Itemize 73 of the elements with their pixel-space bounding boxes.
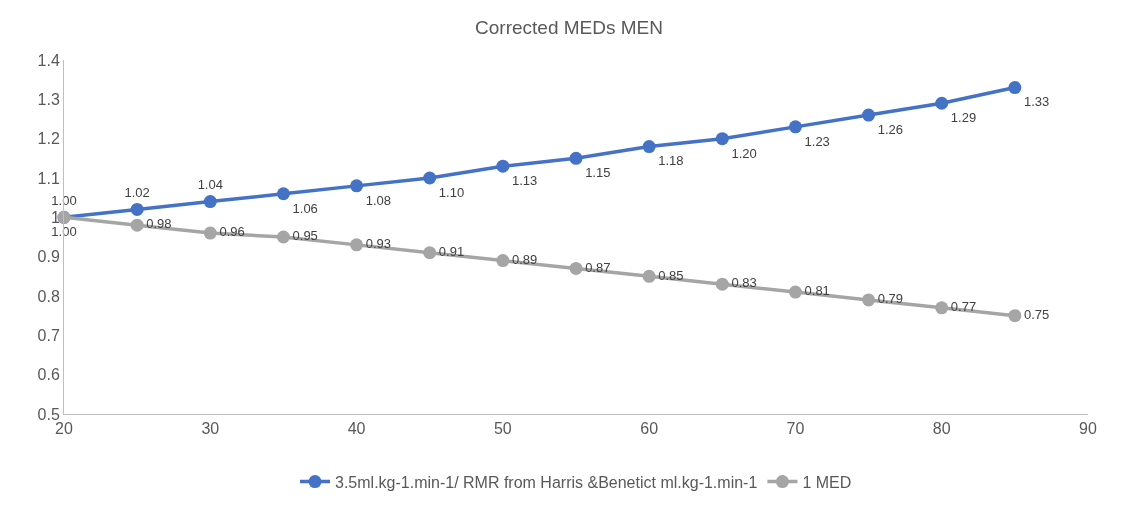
x-tick-label: 70	[786, 420, 805, 438]
point	[350, 179, 364, 193]
data-label: 1.18	[658, 153, 684, 169]
point	[130, 202, 144, 216]
y-tick-label: 1.3	[37, 90, 60, 108]
data-label: 0.79	[877, 291, 904, 307]
point	[715, 277, 729, 291]
point	[862, 108, 876, 122]
legend-label: 3.5ml.kg-1.min-1/ RMR from Harris &Benetict ml.kg-1.min-1	[335, 473, 758, 491]
point	[569, 151, 583, 165]
data-label: 0.91	[438, 243, 465, 259]
data-label: 0.77	[950, 299, 977, 315]
point	[203, 195, 217, 209]
x-tick-label: 40	[347, 420, 366, 438]
point	[788, 285, 802, 299]
data-label: 1.26	[877, 121, 904, 137]
data-label: 1.06	[292, 200, 318, 216]
data-label: 0.95	[292, 228, 318, 244]
data-label: 0.87	[585, 259, 611, 275]
data-label: 1.10	[438, 184, 465, 200]
data-label: 1.13	[511, 173, 538, 189]
data-label: 0.85	[658, 267, 684, 283]
data-label: 0.83	[731, 275, 757, 291]
point	[1008, 81, 1022, 95]
y-tick-label: 0.6	[37, 366, 60, 384]
x-tick-label: 80	[932, 420, 951, 438]
y-tick-label: 0.5	[37, 405, 60, 423]
data-label: 1.15	[585, 165, 611, 181]
data-label: 0.93	[365, 236, 392, 252]
point	[496, 254, 510, 268]
data-label: 1.29	[950, 110, 977, 126]
y-tick-label: 0.8	[37, 287, 60, 305]
point	[788, 120, 802, 134]
y-tick-label: 0.9	[37, 248, 60, 266]
data-label: 1.33	[1023, 94, 1050, 110]
x-tick-label: 20	[55, 420, 73, 438]
point	[496, 159, 510, 173]
point	[642, 269, 656, 283]
y-tick-label: 0.7	[37, 326, 60, 344]
point	[715, 132, 729, 146]
data-label: 0.89	[511, 251, 538, 267]
point	[276, 230, 290, 244]
data-label: 0.75	[1023, 306, 1050, 322]
point	[350, 238, 364, 252]
x-tick-label: 50	[493, 420, 512, 438]
data-label: 1.23	[804, 133, 830, 149]
data-label: 1.20	[731, 145, 757, 161]
x-tick-label: 30	[201, 420, 220, 438]
point	[642, 140, 656, 154]
point	[423, 246, 437, 260]
x-tick-label: 90	[1079, 420, 1097, 438]
point	[1008, 309, 1022, 323]
point	[935, 96, 949, 110]
chart-title: Corrected MEDs MEN	[475, 16, 663, 38]
point	[423, 171, 437, 185]
data-label: 1.08	[365, 192, 392, 208]
point	[569, 261, 583, 275]
y-tick-label: 1.4	[37, 51, 60, 69]
point	[203, 226, 217, 240]
data-label: 0.96	[219, 224, 245, 240]
point	[935, 301, 949, 315]
data-label: 1.04	[197, 177, 223, 193]
point	[862, 293, 876, 307]
point	[276, 187, 290, 201]
y-tick-label: 1.1	[37, 169, 60, 187]
y-tick-label: 1.2	[37, 130, 60, 148]
y-tick-label: 1	[50, 208, 60, 226]
legend-label: 1 MED	[802, 473, 852, 491]
x-tick-label: 60	[640, 420, 659, 438]
data-label: 1.02	[124, 185, 150, 201]
data-label: 0.98	[146, 216, 172, 232]
data-label: 0.81	[804, 283, 830, 299]
point	[130, 218, 144, 232]
